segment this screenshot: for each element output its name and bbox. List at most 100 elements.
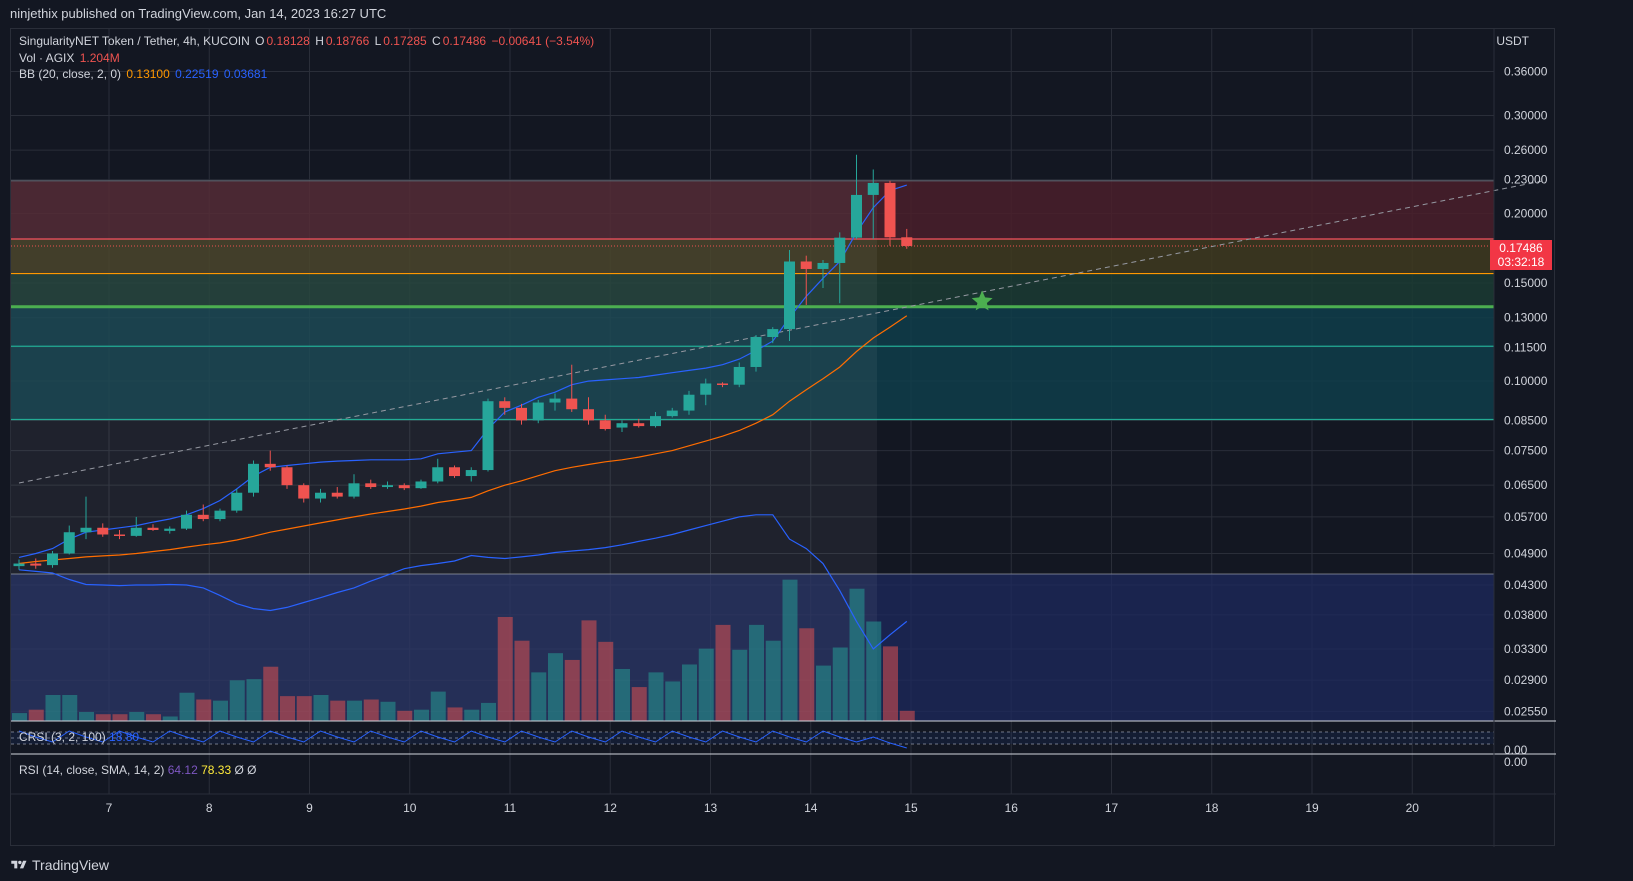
volume-bar xyxy=(682,664,697,721)
brand-text: TradingView xyxy=(32,857,110,873)
candle-body xyxy=(281,467,293,486)
volume-bar xyxy=(849,588,865,721)
volume-bar xyxy=(698,648,714,721)
open-value: 0.18128 xyxy=(266,34,310,48)
price-chart[interactable]: 0.36000 0.30000 0.26000 0.23000 0.20000 0.150… xyxy=(11,29,1556,847)
volume-bar xyxy=(28,709,44,721)
volume-bar xyxy=(112,714,128,721)
volume-bar xyxy=(481,702,496,721)
candle-body xyxy=(767,329,779,337)
candle-body xyxy=(130,527,142,536)
volume-bar xyxy=(765,640,781,721)
volume-bar xyxy=(347,700,362,721)
candle-body xyxy=(516,407,527,421)
volume-bar xyxy=(899,710,915,721)
bb-upper-value: 0.22519 xyxy=(175,67,219,81)
rsi-x2: Ø xyxy=(247,763,257,777)
volume-bar xyxy=(782,579,798,721)
volume-bar xyxy=(79,711,94,721)
price-tick-label: 0.02900 xyxy=(1504,673,1548,687)
time-tick-label: 16 xyxy=(1005,801,1019,815)
candle-body xyxy=(666,410,678,417)
volume-bar xyxy=(648,672,664,721)
volume-bar xyxy=(615,668,630,721)
time-tick-label: 13 xyxy=(704,801,718,815)
rsi-label: RSI (14, close, SMA, 14, 2) xyxy=(19,763,165,777)
price-tick-label: 0.05700 xyxy=(1504,510,1548,524)
volume-bar xyxy=(414,709,429,721)
candle-body xyxy=(884,182,896,238)
candle-body xyxy=(633,423,645,427)
price-tick-label: 0.20000 xyxy=(1504,207,1548,221)
volume-bar xyxy=(816,665,831,721)
candle-body xyxy=(465,470,477,477)
tradingview-logo-icon xyxy=(11,860,27,869)
time-tick-label: 11 xyxy=(504,801,517,815)
low-label: L xyxy=(374,34,382,48)
chart-container[interactable]: 0.36000 0.30000 0.26000 0.23000 0.20000 0.150… xyxy=(10,28,1556,847)
crsi-band-fill xyxy=(11,732,1494,744)
volume-bar xyxy=(866,621,882,721)
candle-body xyxy=(214,510,226,520)
range-shade xyxy=(11,180,877,721)
candle-body xyxy=(867,182,879,195)
volume-bar xyxy=(330,700,346,721)
candle-body xyxy=(298,485,310,499)
candle-body xyxy=(331,492,343,497)
volume-bar xyxy=(447,707,463,721)
price-tick-label: 0.02550 xyxy=(1504,704,1548,718)
candle-body xyxy=(482,401,494,471)
candle-body xyxy=(80,527,92,533)
volume-bar xyxy=(564,659,580,721)
volume-bar xyxy=(531,672,547,721)
candle-body xyxy=(264,463,276,468)
price-tick-label: 0.03800 xyxy=(1504,608,1548,622)
rsi-value: 64.12 xyxy=(167,763,198,777)
volume-bar xyxy=(749,624,764,721)
candle-body xyxy=(901,237,913,246)
candle-body xyxy=(499,401,511,408)
candle-body xyxy=(147,527,159,530)
price-zone xyxy=(11,238,1494,274)
high-value: 0.18766 xyxy=(325,34,370,48)
price-tick-label: 0.10000 xyxy=(1504,374,1548,388)
time-tick-label: 7 xyxy=(106,801,113,815)
price-tick-label: 0.30000 xyxy=(1504,109,1548,123)
volume-bar xyxy=(45,694,61,721)
candle-body xyxy=(197,514,209,520)
candle-body xyxy=(365,483,377,488)
bb-legend: BB (20, close, 2, 0) 0.13100 0.22519 0.0… xyxy=(19,67,269,81)
low-value: 0.17285 xyxy=(383,34,427,48)
volume-bar xyxy=(280,696,295,721)
candle-body xyxy=(432,467,444,482)
symbol-legend: SingularityNET Token / Tether, 4h, KUCOI… xyxy=(19,34,596,48)
volume-bar xyxy=(263,666,279,721)
target-star-icon xyxy=(971,290,993,311)
volume-bar xyxy=(179,692,195,721)
volume-bar xyxy=(397,710,413,721)
crsi-line xyxy=(18,730,907,749)
volume-bar xyxy=(732,649,748,721)
time-tick-label: 19 xyxy=(1305,801,1319,815)
price-tick-label: 0.36000 xyxy=(1504,64,1548,78)
close-label: C xyxy=(432,34,441,48)
bb-lower-line xyxy=(18,514,908,650)
volume-bar xyxy=(715,624,731,721)
volume-bar xyxy=(380,701,396,721)
last-price-value: 0.17486 xyxy=(1499,241,1543,255)
volume-bar xyxy=(548,653,563,721)
candle-body xyxy=(449,467,460,477)
candle-body xyxy=(566,398,578,410)
volume-bar xyxy=(598,641,614,721)
candle-body xyxy=(532,402,544,421)
time-tick-label: 15 xyxy=(904,801,918,815)
tradingview-brand[interactable]: TradingView xyxy=(10,857,109,873)
volume-bar xyxy=(363,699,379,721)
price-tick-label: 0.11500 xyxy=(1504,340,1547,354)
rsi-legend: RSI (14, close, SMA, 14, 2) 64.12 78.33 … xyxy=(19,763,257,777)
candle-body xyxy=(398,485,410,489)
time-tick-label: 12 xyxy=(604,801,618,815)
volume-bar xyxy=(246,679,262,721)
candle-body xyxy=(63,532,75,554)
candle-countdown: 03:32:18 xyxy=(1497,255,1545,269)
